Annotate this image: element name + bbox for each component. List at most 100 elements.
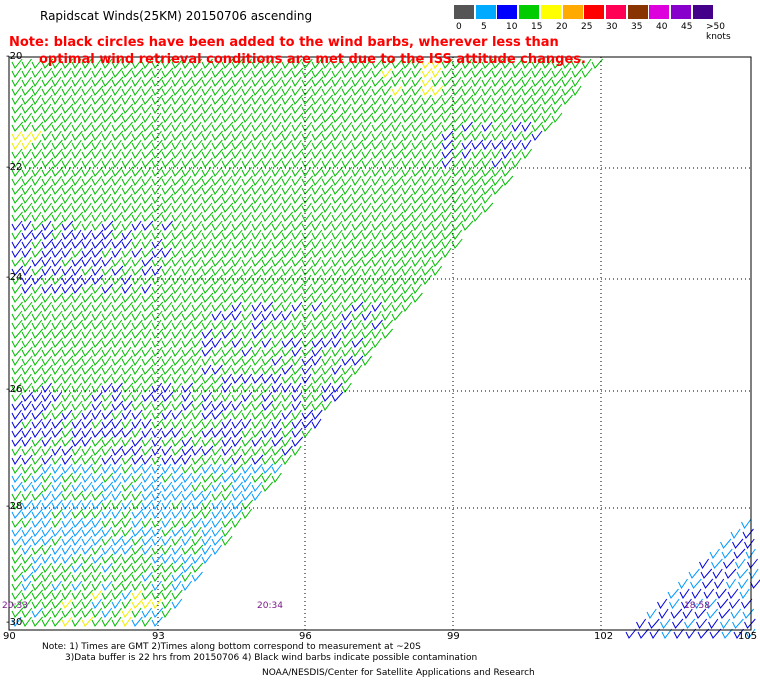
- wind-barb: [301, 148, 313, 159]
- wind-barb: [361, 130, 373, 141]
- wind-barb: [291, 418, 303, 429]
- wind-barb: [351, 175, 362, 186]
- wind-barb: [251, 400, 263, 411]
- wind-barb: [191, 481, 202, 492]
- wind-barb: [401, 229, 413, 240]
- wind-barb: [211, 112, 222, 123]
- wind-barb: [91, 130, 103, 141]
- wind-barb: [201, 148, 212, 159]
- wind-barb: [61, 463, 73, 474]
- wind-barb: [131, 229, 143, 240]
- wind-barb: [21, 598, 33, 609]
- wind-barb: [191, 562, 204, 573]
- wind-barb: [111, 166, 123, 177]
- wind-barb: [31, 112, 43, 123]
- wind-barb: [271, 247, 284, 258]
- wind-barb: [121, 571, 134, 582]
- wind-barb: [81, 193, 92, 204]
- wind-barb: [11, 535, 23, 546]
- wind-barb: [271, 328, 283, 339]
- wind-barb: [241, 211, 252, 222]
- wind-barb: [391, 193, 403, 204]
- wind-barb: [101, 310, 113, 321]
- wind-barb: [341, 184, 352, 195]
- wind-barb: [521, 148, 533, 159]
- wind-barb: [251, 454, 264, 465]
- wind-barb: [171, 157, 183, 168]
- wind-barb: [91, 472, 103, 483]
- wind-barb: [111, 553, 123, 564]
- wind-barb: [431, 85, 443, 96]
- wind-barb: [21, 616, 32, 627]
- wind-barb: [511, 139, 522, 150]
- wind-barb: [301, 355, 314, 366]
- wind-barb: [391, 112, 402, 123]
- wind-barb: [481, 139, 492, 150]
- wind-barb: [161, 175, 173, 186]
- wind-barb: [361, 238, 373, 249]
- wind-barb: [161, 535, 172, 546]
- wind-barb: [231, 472, 242, 483]
- wind-barb: [171, 553, 183, 564]
- wind-barb: [151, 373, 164, 384]
- wind-barb: [231, 175, 242, 186]
- wind-barb: [151, 319, 162, 330]
- wind-barb: [191, 256, 202, 267]
- wind-barb: [161, 598, 172, 609]
- wind-barb: [421, 130, 434, 141]
- wind-barb: [401, 103, 413, 114]
- wind-barb: [21, 355, 33, 366]
- wind-barb: [551, 112, 563, 123]
- wind-barb: [121, 121, 134, 132]
- wind-barb: [141, 418, 152, 429]
- wind-barb: [151, 265, 163, 276]
- wind-barb: [191, 274, 203, 285]
- wind-barb: [321, 94, 333, 105]
- wind-barb: [161, 472, 173, 483]
- wind-barb: [61, 319, 73, 330]
- wind-barb: [141, 292, 154, 303]
- wind-barb: [421, 256, 432, 267]
- wind-barb: [61, 427, 73, 438]
- wind-barb: [91, 157, 103, 168]
- wind-barb: [151, 445, 162, 456]
- wind-barb: [71, 580, 83, 591]
- wind-barb: [51, 274, 64, 285]
- wind-barb: [41, 238, 54, 249]
- wind-barb: [321, 382, 332, 393]
- wind-barb: [191, 526, 202, 537]
- wind-barb: [171, 562, 184, 573]
- wind-barb: [261, 184, 273, 195]
- wind-barb: [111, 535, 124, 546]
- wind-barb: [121, 85, 133, 96]
- wind-barb: [191, 310, 203, 321]
- wind-barb: [481, 193, 493, 204]
- wind-barb: [371, 301, 383, 312]
- wind-barb: [231, 337, 243, 348]
- wind-barb: [61, 553, 73, 564]
- wind-barb: [141, 301, 154, 312]
- wind-barb: [51, 553, 62, 564]
- wind-barb: [321, 301, 333, 312]
- wind-barb: [732, 538, 744, 549]
- attitude-note-line2: optimal wind retrieval conditions are me…: [39, 52, 586, 67]
- wind-barb: [231, 184, 242, 195]
- wind-barb: [411, 274, 422, 285]
- wind-barb: [291, 364, 303, 375]
- wind-barb: [331, 283, 343, 294]
- wind-barb: [31, 355, 43, 366]
- wind-barb: [311, 256, 322, 267]
- wind-barb: [311, 76, 324, 87]
- wind-barb: [341, 256, 354, 267]
- wind-barb: [341, 328, 352, 339]
- wind-barb: [361, 355, 372, 366]
- wind-barb: [151, 247, 163, 258]
- wind-barb: [251, 445, 263, 456]
- wind-barb: [201, 130, 212, 141]
- wind-barb: [11, 355, 22, 366]
- wind-barb: [141, 436, 153, 447]
- wind-barb: [321, 355, 332, 366]
- wind-barb: [91, 463, 103, 474]
- wind-barb: [111, 319, 123, 330]
